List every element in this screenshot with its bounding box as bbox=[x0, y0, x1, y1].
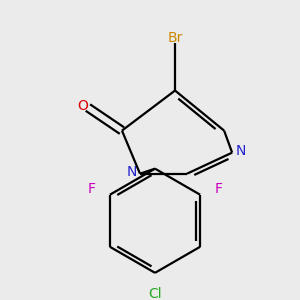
Text: Br: Br bbox=[167, 31, 183, 45]
Text: O: O bbox=[77, 99, 88, 113]
Text: N: N bbox=[236, 144, 246, 158]
Text: Cl: Cl bbox=[148, 287, 162, 300]
Text: F: F bbox=[214, 182, 222, 196]
Text: F: F bbox=[88, 182, 96, 196]
Text: N: N bbox=[126, 166, 137, 179]
